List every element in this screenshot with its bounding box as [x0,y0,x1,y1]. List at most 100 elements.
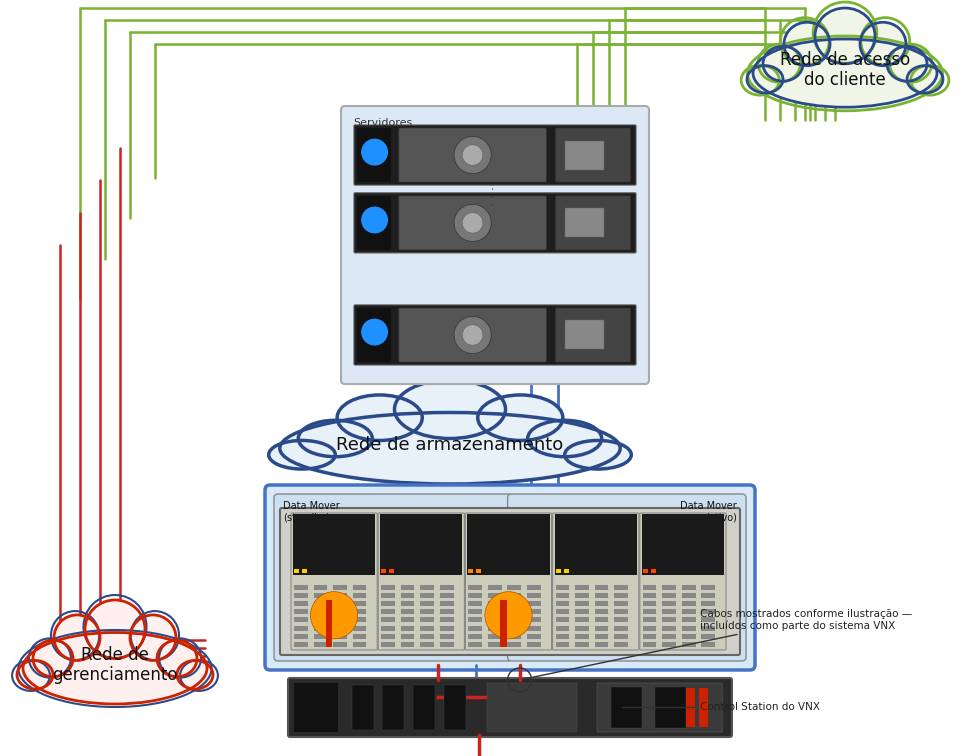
FancyBboxPatch shape [486,683,576,732]
Ellipse shape [22,633,206,704]
FancyBboxPatch shape [354,305,636,365]
Bar [439,618,453,622]
Bar [293,625,307,631]
Bar [380,584,394,590]
Bar [380,618,394,622]
Bar [643,601,656,606]
Bar [487,642,501,647]
Bar [293,593,307,598]
Bar [526,601,540,606]
Bar [507,642,520,647]
Bar [700,609,714,614]
Bar [420,609,433,614]
Bar [662,584,676,590]
Bar [563,569,568,573]
Ellipse shape [85,600,145,658]
Bar [439,593,453,598]
Bar [662,625,676,631]
Bar [613,593,627,598]
Bar [420,601,433,606]
Bar [400,601,414,606]
Bar [700,625,714,631]
FancyBboxPatch shape [274,494,511,661]
Ellipse shape [906,66,942,93]
Bar [293,584,307,590]
Bar [556,609,568,614]
FancyBboxPatch shape [265,485,754,670]
Bar [439,634,453,639]
Bar [682,618,695,622]
Bar [313,609,327,614]
Bar [682,609,695,614]
Bar [574,584,588,590]
Ellipse shape [859,22,905,66]
Bar [439,625,453,631]
Bar [613,625,627,631]
Bar [526,642,540,647]
Ellipse shape [783,22,829,66]
Bar [313,625,327,631]
FancyBboxPatch shape [398,308,546,362]
Bar [400,609,414,614]
Bar [574,625,588,631]
Bar [594,618,607,622]
Bar [439,609,453,614]
Bar [400,634,414,639]
Bar [293,683,337,732]
Bar [556,569,560,573]
Bar [352,634,366,639]
Bar [700,618,714,622]
Bar [643,584,656,590]
Bar [613,609,627,614]
Bar [526,609,540,614]
Bar [380,593,394,598]
Bar [333,618,346,622]
Bar [507,634,520,639]
Bar [556,601,568,606]
Bar [594,625,607,631]
Bar [507,625,520,631]
Bar [507,601,520,606]
Text: · · ·: · · · [488,186,501,206]
FancyBboxPatch shape [290,513,377,650]
Text: Servidores: Servidores [353,118,412,128]
Bar [554,514,636,575]
Bar [380,601,394,606]
Ellipse shape [886,46,926,81]
Bar [526,634,540,639]
Bar [662,634,676,639]
Bar [357,308,390,362]
Circle shape [462,145,482,166]
Bar [556,584,568,590]
Ellipse shape [336,395,422,441]
Bar [564,321,603,349]
Bar [574,601,588,606]
Bar [700,642,714,647]
Bar [594,634,607,639]
Bar [357,196,390,250]
Bar [613,618,627,622]
Bar [313,642,327,647]
Bar [313,601,327,606]
Bar [526,593,540,598]
Circle shape [454,204,491,241]
Bar [613,634,627,639]
Text: Control Station do VNX: Control Station do VNX [622,702,820,712]
Circle shape [310,592,357,639]
Bar [293,642,307,647]
Circle shape [454,136,491,174]
Bar [643,642,656,647]
FancyBboxPatch shape [640,513,726,650]
Bar [467,642,481,647]
Bar [487,618,501,622]
Ellipse shape [268,441,334,469]
Bar [662,593,676,598]
Bar [613,584,627,590]
Bar [333,625,346,631]
Bar [643,625,656,631]
Bar [556,625,568,631]
Bar [686,688,694,727]
Bar [594,584,607,590]
Bar [400,593,414,598]
Bar [467,601,481,606]
